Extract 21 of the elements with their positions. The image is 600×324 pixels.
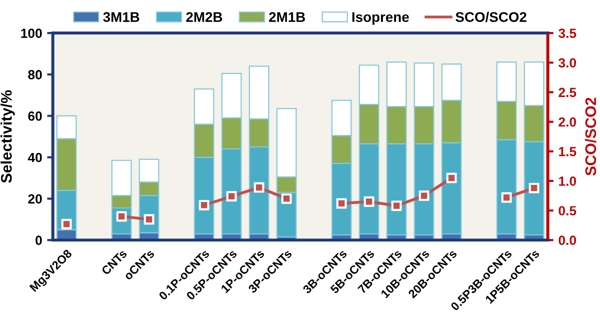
y2-axis-title: SCO/SCO2 (584, 98, 596, 176)
y2-tick-label: 2.0 (558, 117, 576, 127)
y2-tick-label: 1.5 (559, 147, 576, 156)
y-tick-label: 80 (28, 70, 42, 80)
legend-label: Isoprene (352, 12, 409, 25)
y-tick-label: 0 (36, 236, 42, 245)
legend-label: 2M2B (186, 12, 222, 22)
y2-tick-label: 1.0 (559, 176, 576, 186)
y2-tick-label: 0.0 (558, 236, 576, 245)
y-tick-label: 20 (28, 194, 42, 204)
y2-tick-label: 2.5 (558, 88, 576, 98)
y-tick-label: 100 (21, 28, 42, 38)
legend-label: 2M1B (269, 12, 305, 22)
y-tick-label: 40 (28, 152, 42, 162)
y2-tick-label: 3.5 (558, 28, 576, 38)
y2-tick-label: 3.0 (558, 58, 576, 68)
y2-tick-label: 0.5 (558, 206, 576, 216)
legend-label: 3M1B (103, 12, 140, 22)
y-axis-title: Selectivity/% (0, 90, 15, 183)
y-tick-label: 60 (28, 111, 42, 121)
legend-label: SCO/SCO2 (456, 12, 526, 22)
